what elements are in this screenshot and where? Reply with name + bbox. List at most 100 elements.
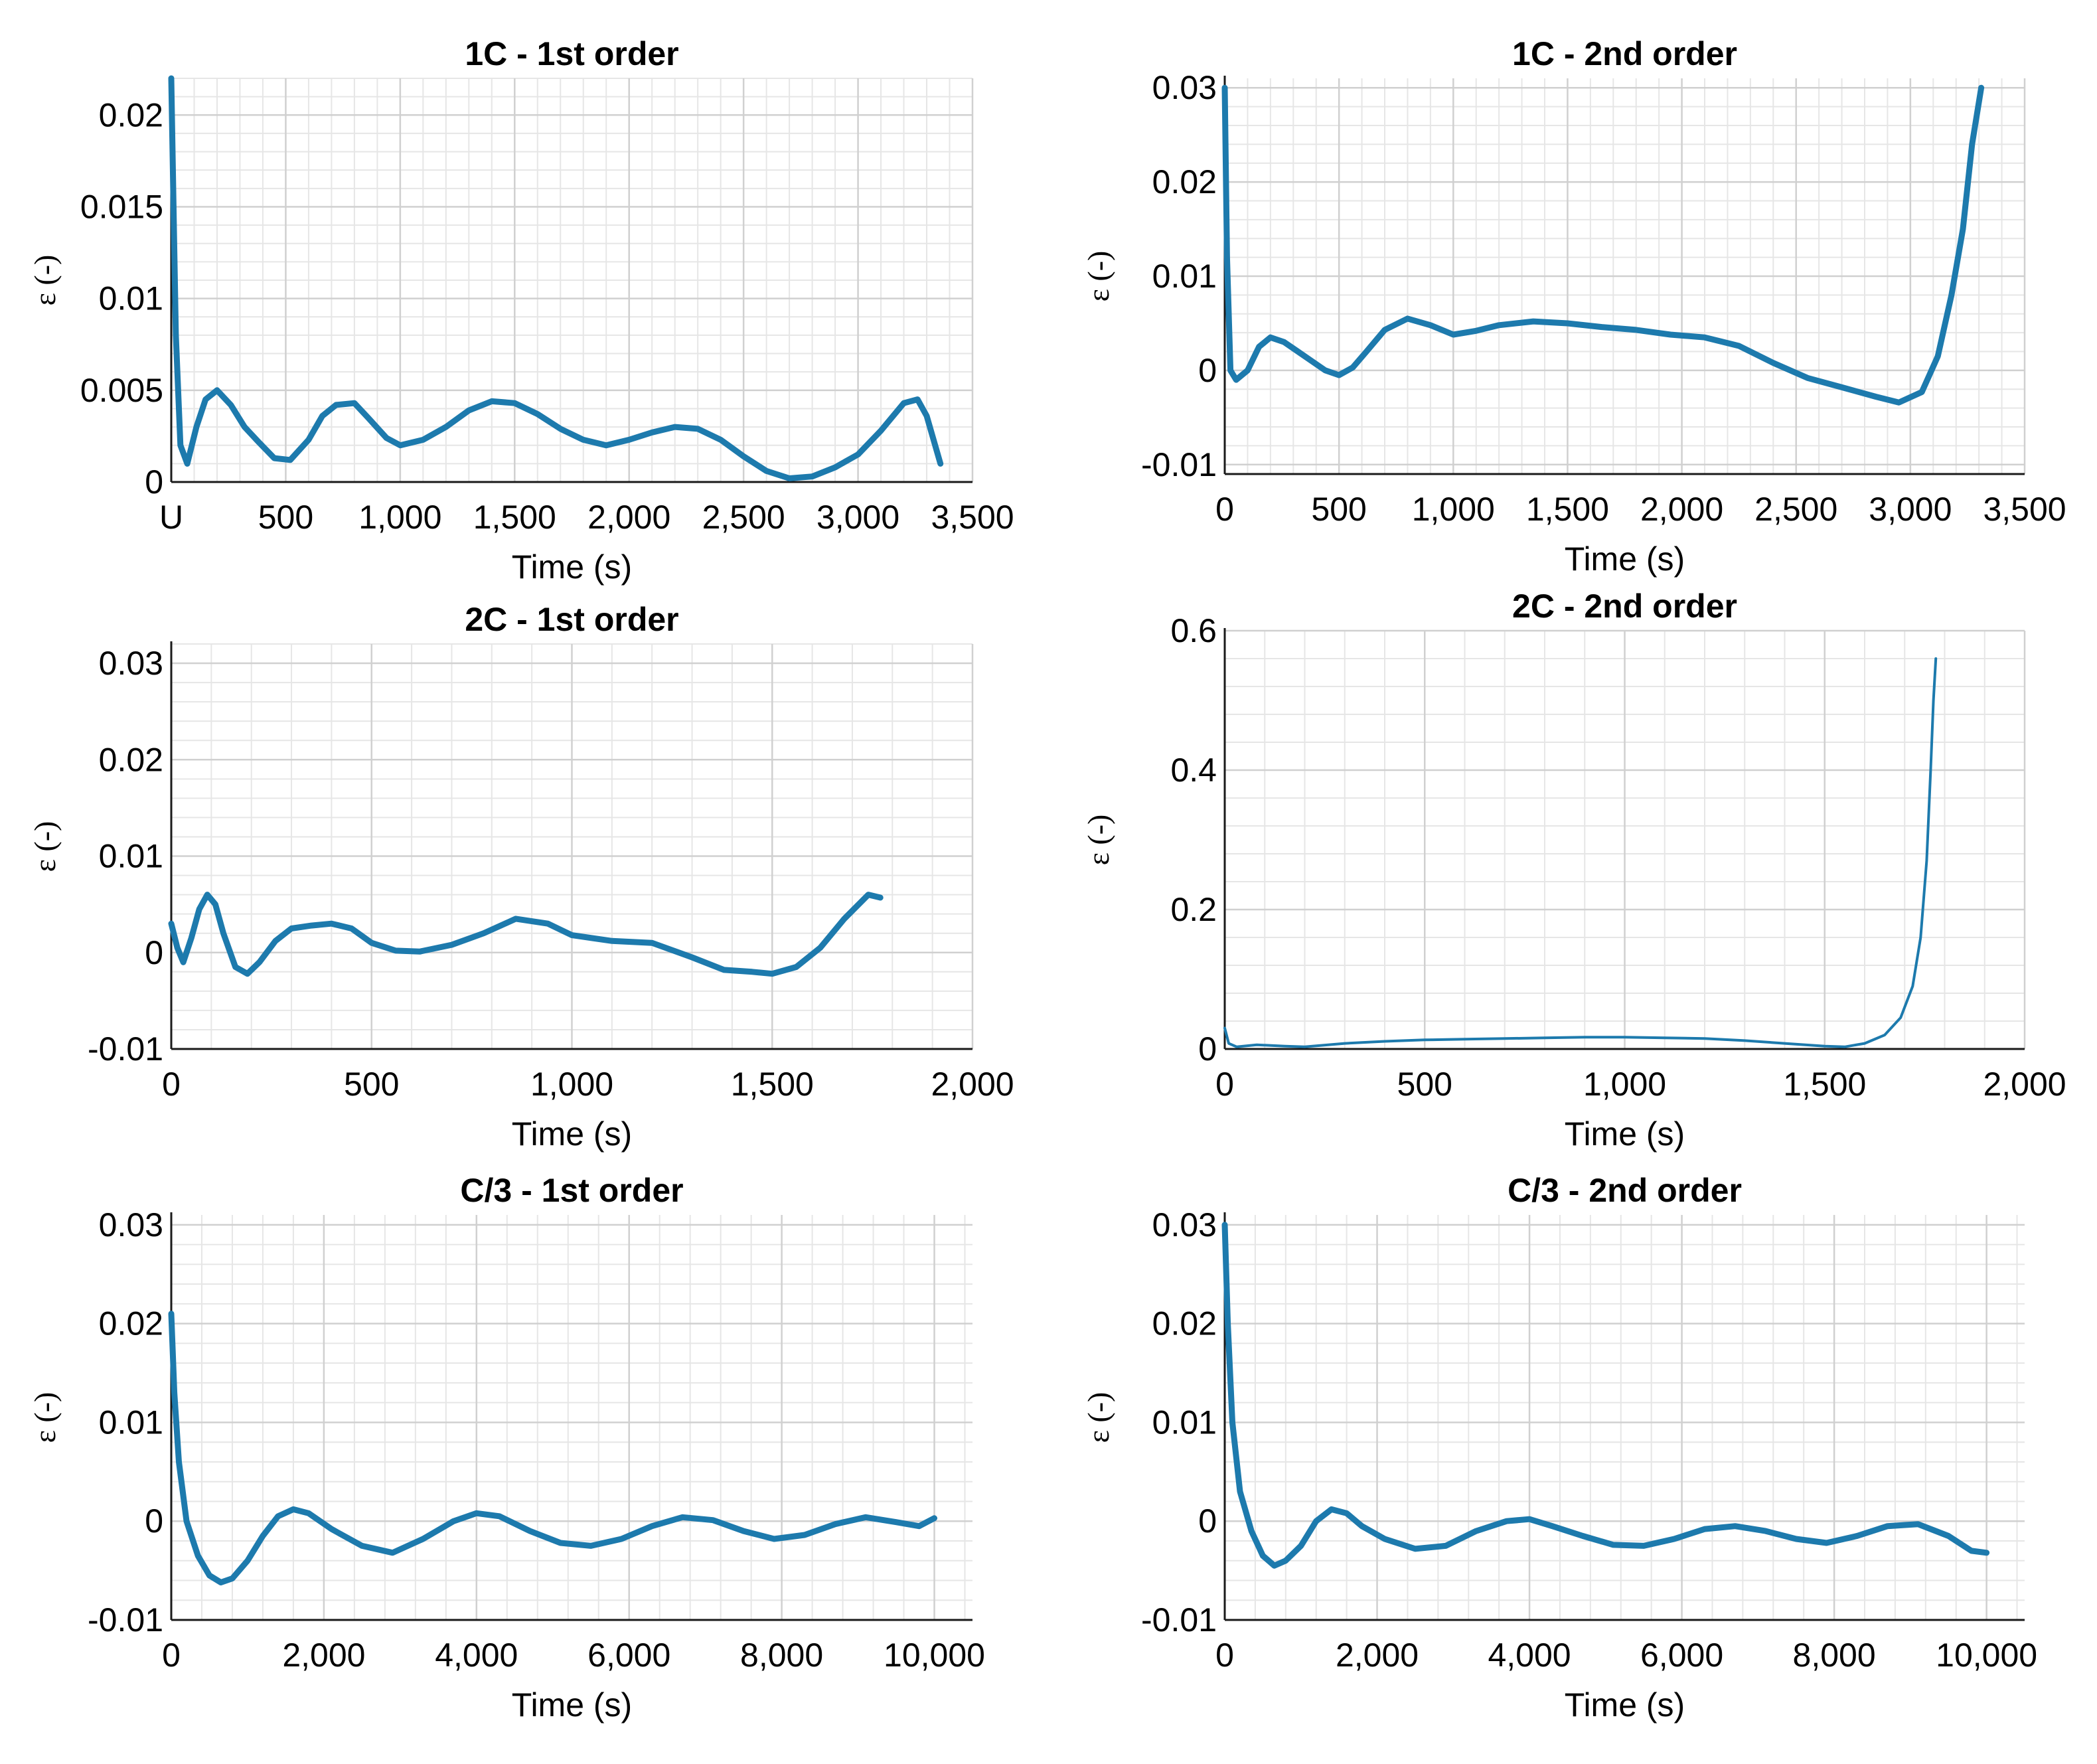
x-tick-label: 1,500 xyxy=(1783,1066,1866,1103)
data-point xyxy=(1843,1046,1846,1048)
data-point xyxy=(819,947,822,949)
x-tick-label: 2,500 xyxy=(702,499,785,536)
data-point xyxy=(1414,1548,1417,1550)
data-point xyxy=(771,973,773,975)
data-point xyxy=(475,1512,478,1514)
series-line-0 xyxy=(168,1311,937,1585)
x-tick-label: 8,000 xyxy=(740,1637,823,1674)
x-tick-label: 2,000 xyxy=(282,1637,365,1674)
data-point xyxy=(1346,1512,1348,1514)
data-point xyxy=(1920,391,1923,394)
grid xyxy=(170,643,974,1050)
data-point xyxy=(353,402,356,404)
data-point xyxy=(1330,1508,1333,1510)
data-point xyxy=(1551,1525,1553,1528)
data-point xyxy=(170,922,173,925)
data-point xyxy=(277,1515,279,1518)
x-axis-label: Time (s) xyxy=(512,1115,632,1153)
data-point xyxy=(198,908,200,910)
data-point xyxy=(1664,1036,1666,1039)
y-tick-label: 0 xyxy=(1198,352,1217,389)
data-point xyxy=(182,961,185,963)
data-point xyxy=(177,1461,180,1463)
data-point xyxy=(1225,256,1228,259)
x-tick-label: 500 xyxy=(344,1066,399,1103)
data-point xyxy=(1856,1535,1859,1538)
data-point xyxy=(1734,1525,1737,1528)
data-point xyxy=(1475,1530,1478,1532)
y-tick-label: 0.03 xyxy=(1152,1206,1217,1243)
data-point xyxy=(1498,324,1500,327)
data-point xyxy=(204,398,207,401)
data-point xyxy=(611,939,613,942)
data-point xyxy=(939,462,942,465)
data-point xyxy=(491,400,493,402)
data-point xyxy=(1504,1037,1506,1040)
data-point xyxy=(1452,333,1454,336)
data-point xyxy=(452,1520,455,1522)
data-point xyxy=(1429,324,1432,327)
data-point xyxy=(190,937,193,939)
data-point xyxy=(1886,1525,1889,1528)
panel-1c-2nd-order: 0 500 1,000 1,500 2,000 2,500 3,000 3,500 -0.01 0… xyxy=(1081,35,2066,578)
data-point xyxy=(1970,1550,1973,1552)
data-point xyxy=(1235,378,1237,381)
x-tick-label: U xyxy=(159,499,183,536)
data-point xyxy=(307,1512,310,1514)
y-tick-label: 0.03 xyxy=(1152,69,1217,106)
chart-title: C/3 - 1st order xyxy=(460,1172,683,1209)
data-point xyxy=(723,969,726,971)
data-point xyxy=(589,1544,592,1547)
data-point xyxy=(1273,1564,1276,1567)
chart-title: C/3 - 2nd order xyxy=(1508,1172,1742,1209)
data-point xyxy=(186,462,189,465)
data-point xyxy=(788,477,791,479)
data-point xyxy=(290,927,293,929)
data-point xyxy=(1444,1544,1447,1547)
data-point xyxy=(1875,396,1877,398)
data-point xyxy=(1883,1034,1886,1036)
data-point xyxy=(1703,1037,1706,1040)
data-point xyxy=(360,1544,363,1547)
y-tick-label: 0.005 xyxy=(80,372,163,409)
data-point xyxy=(1624,1036,1626,1038)
data-point xyxy=(1642,1544,1645,1547)
data-point xyxy=(903,402,905,404)
data-point xyxy=(1899,1016,1902,1019)
data-point xyxy=(173,1392,176,1394)
data-point xyxy=(559,1542,562,1544)
data-point xyxy=(1532,320,1535,323)
data-point xyxy=(1635,329,1638,331)
data-point xyxy=(246,973,249,975)
data-point xyxy=(394,949,397,952)
data-point xyxy=(1255,1044,1258,1046)
data-point xyxy=(795,966,797,969)
data-point xyxy=(175,334,177,337)
x-tick-label: 1,000 xyxy=(358,499,441,536)
x-tick-label: 500 xyxy=(258,499,313,536)
data-point xyxy=(1911,985,1914,987)
data-point xyxy=(307,438,310,441)
data-point xyxy=(1315,1520,1318,1522)
data-point xyxy=(1863,1042,1866,1045)
y-tick-label: 0 xyxy=(1198,1030,1217,1068)
data-point xyxy=(185,1520,188,1522)
panel-2c-1st-order: 0 500 1,000 1,500 2,000-0.0100.010.020.032C … xyxy=(28,601,1014,1153)
x-tick-label: 3,500 xyxy=(931,499,1014,536)
grid xyxy=(170,78,974,483)
data-point xyxy=(273,457,275,459)
x-tick-label: 1,000 xyxy=(1412,491,1495,528)
data-point xyxy=(1383,1538,1386,1540)
y-tick-label: -0.01 xyxy=(88,1601,163,1639)
data-point xyxy=(879,896,882,899)
data-point xyxy=(674,426,676,428)
data-point xyxy=(208,1574,210,1577)
data-point xyxy=(1600,326,1603,329)
data-point xyxy=(1300,1544,1302,1547)
data-point xyxy=(1250,1530,1253,1532)
y-axis-label: ε (-) xyxy=(28,255,62,306)
data-point xyxy=(330,1528,333,1530)
x-tick-label: 500 xyxy=(1397,1066,1452,1103)
y-tick-label: 0.01 xyxy=(1152,258,1217,295)
